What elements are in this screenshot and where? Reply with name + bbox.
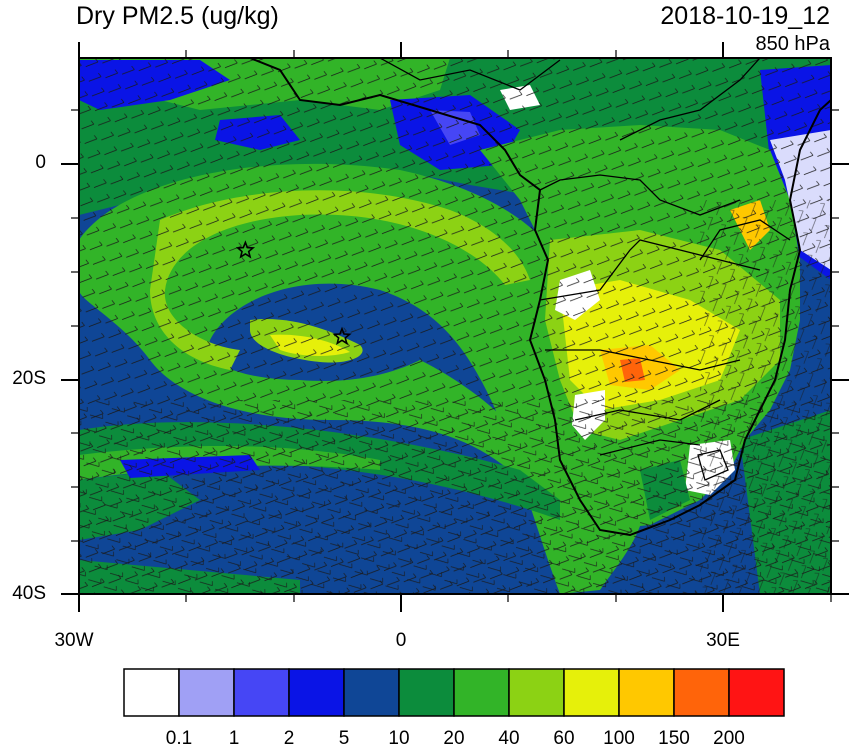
colorbar-label: 0.1: [165, 728, 193, 749]
colorbar-swatch: [233, 668, 290, 717]
colorbar-label: 150: [658, 728, 690, 749]
lon-label-0: 0: [395, 630, 407, 651]
colorbar-swatch: [728, 668, 785, 717]
colorbar: [123, 668, 785, 717]
lat-label-20s: 20S: [12, 368, 46, 389]
colorbar-swatch: [508, 668, 565, 717]
colorbar-label: 10: [388, 728, 410, 749]
colorbar-swatch: [618, 668, 675, 717]
colorbar-swatch: [563, 668, 620, 717]
colorbar-swatch: [288, 668, 345, 717]
colorbar-label: 5: [338, 728, 350, 749]
colorbar-swatch: [673, 668, 730, 717]
lon-label-30e: 30E: [706, 630, 740, 651]
pressure-level: 850 hPa: [755, 33, 830, 55]
lon-label-30w: 30W: [54, 630, 94, 651]
colorbar-label: 100: [603, 728, 635, 749]
star-marker-1: [235, 240, 256, 259]
colorbar-swatch: [398, 668, 455, 717]
axis-ticks: [61, 42, 849, 612]
colorbar-label: 1: [228, 728, 240, 749]
minor-ticks: [71, 50, 839, 602]
map-datetime: 2018-10-19_12: [660, 2, 830, 30]
star-marker-2: [332, 326, 352, 346]
colorbar-swatch: [178, 668, 235, 717]
colorbar-label: 2: [283, 728, 295, 749]
colorbar-label: 200: [713, 728, 745, 749]
lat-label-0: 0: [35, 152, 46, 173]
colorbar-label: 40: [498, 728, 520, 749]
pm25-field: [79, 58, 831, 594]
site-markers: [235, 240, 352, 346]
colorbar-swatch: [123, 668, 180, 717]
colorbar-label: 20: [443, 728, 465, 749]
colorbar-swatch: [343, 668, 400, 717]
lat-label-40s: 40S: [12, 583, 46, 604]
map-title: Dry PM2.5 (ug/kg): [76, 2, 279, 30]
colorbar-label: 60: [553, 728, 575, 749]
colorbar-swatch: [453, 668, 510, 717]
